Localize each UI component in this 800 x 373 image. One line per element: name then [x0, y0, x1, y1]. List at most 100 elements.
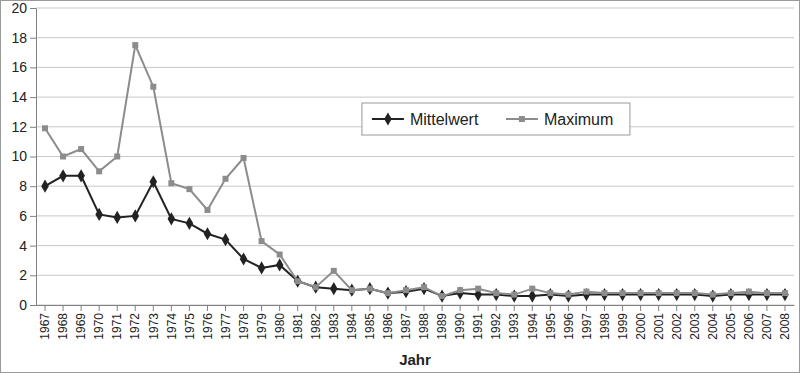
x-tick-mark: [189, 305, 190, 311]
marker: [259, 238, 265, 244]
y-tick-label: 2: [19, 267, 27, 283]
y-tick-mark: [30, 8, 36, 9]
y-tick-mark: [30, 216, 36, 217]
x-tick: 1987: [399, 305, 413, 340]
marker: [673, 288, 681, 301]
marker: [547, 288, 555, 301]
x-tick-mark: [712, 305, 713, 311]
marker: [710, 292, 716, 298]
marker: [457, 287, 463, 293]
marker: [475, 286, 481, 292]
x-tick-mark: [117, 305, 118, 311]
marker: [258, 261, 266, 274]
x-tick-label: 1973: [147, 313, 161, 340]
x-tick: 1971: [110, 305, 124, 340]
y-tick-label: 18: [11, 30, 27, 46]
marker: [96, 168, 102, 174]
x-axis: 1967196819691970197119721973197419751976…: [37, 305, 795, 340]
x-axis-line: [37, 305, 795, 306]
x-tick: 1994: [526, 305, 540, 340]
marker: [620, 290, 626, 296]
y-tick-label: 16: [11, 59, 27, 75]
y-tick-label: 12: [11, 119, 27, 135]
marker: [565, 292, 571, 298]
marker: [330, 282, 338, 295]
y-tick-mark: [30, 157, 36, 158]
legend-marker: [519, 116, 525, 122]
x-tick: 1977: [219, 305, 233, 340]
y-tick-mark: [30, 246, 36, 247]
marker: [619, 288, 627, 301]
x-tick-mark: [748, 305, 749, 311]
marker: [601, 288, 609, 301]
x-tick-label: 1970: [92, 313, 106, 340]
marker: [637, 288, 645, 301]
y-tick-label: 0: [19, 297, 27, 313]
y-tick-label: 6: [19, 208, 27, 224]
y-tick-mark: [30, 127, 36, 128]
x-tick-label: 1989: [435, 313, 449, 340]
marker: [223, 176, 229, 182]
marker: [511, 292, 517, 298]
x-tick: 1990: [453, 305, 467, 340]
marker: [439, 293, 445, 299]
x-tick-label: 1983: [327, 313, 341, 340]
x-tick: 2007: [760, 305, 774, 340]
x-axis-title: Jahr: [399, 351, 431, 368]
marker: [438, 290, 446, 303]
y-tick-mark: [30, 67, 36, 68]
marker: [691, 288, 699, 301]
y-tick: 4: [19, 238, 36, 254]
marker: [168, 180, 174, 186]
x-tick: 2006: [742, 305, 756, 340]
x-tick-mark: [676, 305, 677, 311]
marker: [583, 288, 591, 301]
x-tick-label: 2000: [634, 313, 648, 340]
x-tick: 1974: [165, 305, 179, 340]
x-tick-mark: [622, 305, 623, 311]
series-markers: [41, 169, 789, 302]
x-tick-label: 1987: [399, 313, 413, 340]
marker: [59, 169, 67, 182]
x-tick: 1970: [92, 305, 106, 340]
legend-marker: [384, 112, 392, 125]
marker: [114, 154, 120, 160]
y-tick: 18: [11, 30, 36, 46]
x-tick: 2004: [706, 305, 720, 340]
marker: [764, 290, 770, 296]
x-tick: 2003: [688, 305, 702, 340]
marker: [421, 284, 427, 290]
x-tick: 1988: [417, 305, 431, 340]
x-tick-mark: [261, 305, 262, 311]
marker: [728, 290, 734, 296]
marker: [113, 211, 121, 224]
marker: [240, 252, 248, 265]
x-tick: 1972: [128, 305, 142, 340]
marker: [746, 289, 752, 295]
x-tick: 1984: [345, 305, 359, 340]
grid-line: [36, 97, 794, 98]
x-tick-label: 1976: [201, 313, 215, 340]
x-tick-mark: [351, 305, 352, 311]
marker: [313, 284, 319, 290]
x-tick-mark: [171, 305, 172, 311]
x-tick-mark: [568, 305, 569, 311]
y-axis: 02468101214161820: [11, 0, 36, 313]
legend-item: Maximum: [506, 111, 613, 128]
x-tick: 1978: [237, 305, 251, 340]
marker: [168, 212, 176, 225]
marker: [456, 287, 464, 300]
marker: [241, 155, 247, 161]
x-tick-label: 2004: [706, 313, 720, 340]
series-line: [45, 176, 785, 296]
x-tick-label: 1992: [489, 313, 503, 340]
marker: [529, 286, 535, 292]
x-tick: 1993: [507, 305, 521, 340]
marker: [95, 208, 103, 221]
x-tick-label: 1997: [580, 313, 594, 340]
x-tick-label: 2005: [724, 313, 738, 340]
x-tick-mark: [279, 305, 280, 311]
x-tick: 1981: [291, 305, 305, 340]
x-tick: 1992: [489, 305, 503, 340]
marker: [150, 84, 156, 90]
